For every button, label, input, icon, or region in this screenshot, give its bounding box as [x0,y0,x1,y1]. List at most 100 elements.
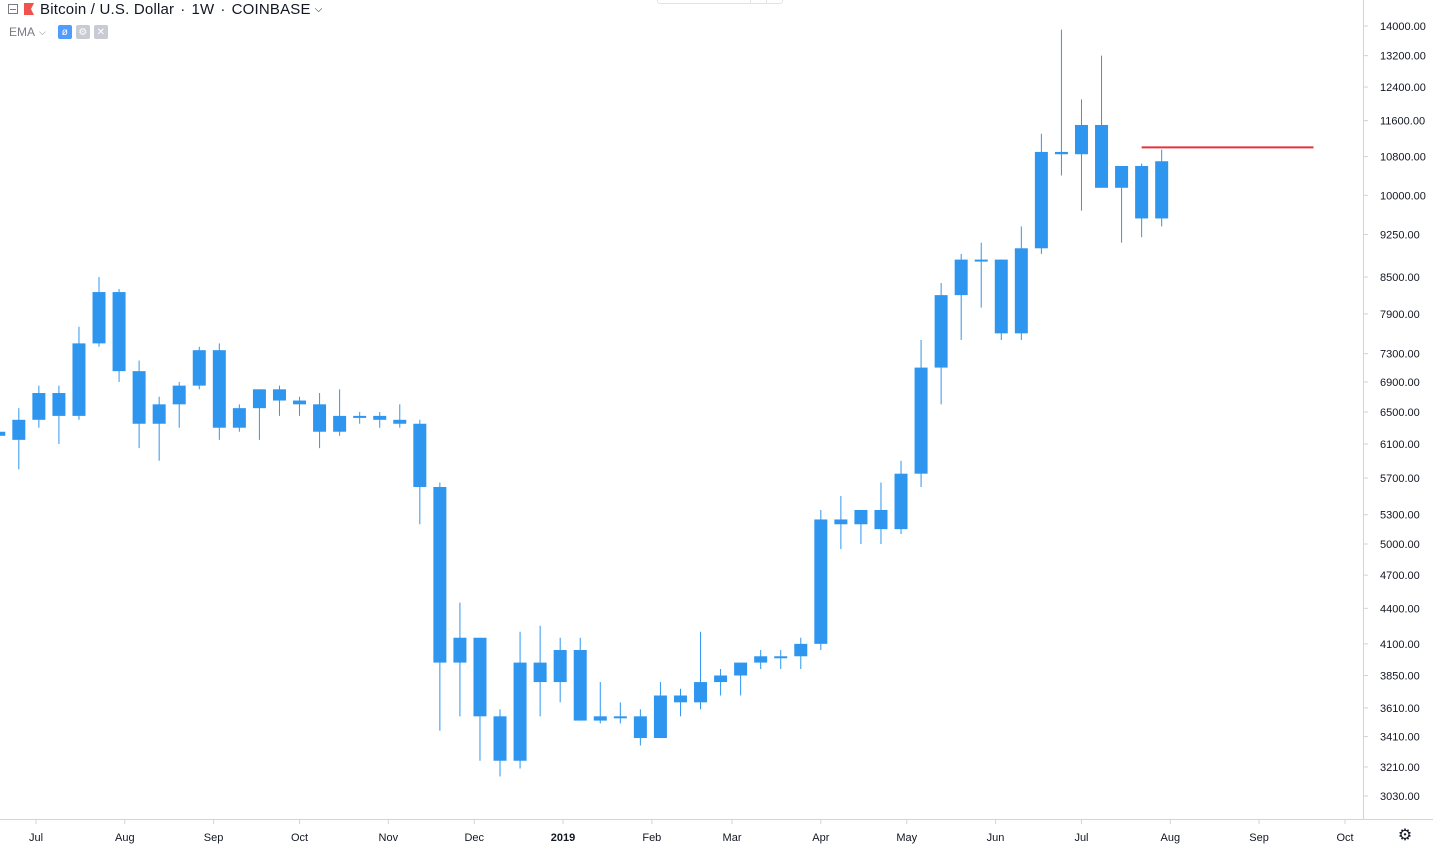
candle [553,637,567,703]
candle [152,396,166,461]
candle-body [653,695,667,739]
candle [1034,133,1048,254]
candle-body [1115,165,1129,188]
settings-icon[interactable]: ⚙ [1397,827,1413,844]
candle [894,460,908,535]
candle-body [92,292,106,344]
time-tick-label: 2019 [551,832,575,844]
price-tick-label: 4400.00 [1380,603,1420,615]
candle [252,389,266,440]
price-tick-label: 3030.00 [1380,791,1420,803]
candle [32,385,46,428]
candle [473,637,487,761]
bitcoin-flag-icon [24,3,34,15]
candle-body [313,404,327,432]
candle-body [934,295,948,368]
top-toolbar-handle[interactable] [657,0,783,4]
time-axis[interactable]: Jul Aug Sep Oct Nov Dec 2019 Feb Mar Apr May Jun Jul… [29,819,1354,844]
candle-body [0,431,6,436]
price-tick-label: 6100.00 [1380,439,1420,451]
time-tick-label: Aug [1160,832,1180,844]
symbol-exchange[interactable]: COINBASE [231,0,311,18]
candle-body [132,371,146,424]
price-tick-label: 8500.00 [1380,272,1420,284]
time-tick-label: Feb [642,832,661,844]
candle-body [1034,151,1048,249]
visibility-icon[interactable]: ø [57,25,72,39]
candle [653,682,667,739]
candle-body [152,404,166,424]
candle [914,340,928,487]
candle [293,396,307,416]
candle-body [834,519,848,525]
candle-body [794,643,808,657]
candle [112,289,126,382]
candle-body [252,389,266,409]
candle [673,688,687,717]
candle [272,385,286,416]
candle [754,650,768,670]
price-tick-label: 6500.00 [1380,407,1420,419]
candle-body [774,656,788,659]
candle-body [673,695,687,703]
chevron-down-icon[interactable]: ⌵ [314,3,323,15]
candle [493,709,507,777]
time-tick-label: Sep [204,832,224,844]
candle-body [954,259,968,296]
collapse-icon[interactable] [8,4,18,14]
candle [192,346,206,390]
price-tick-label: 10800.00 [1380,152,1426,164]
candle [353,412,367,424]
study-legend: EMA ⌵ ø ⚙ ✕ [9,24,108,40]
candle-body [333,415,347,432]
candle [1074,99,1088,211]
remove-icon[interactable]: ✕ [93,25,108,39]
candle [0,431,6,436]
candle [433,482,447,731]
symbol-legend: Bitcoin / U.S. Dollar · 1W · COINBASE ⌵ [8,0,322,18]
candle-body [72,343,86,416]
candle [834,496,848,550]
symbol-name[interactable]: Bitcoin / U.S. Dollar [40,0,175,18]
symbol-interval[interactable]: 1W [191,0,215,18]
candle-body [1155,161,1169,219]
candle-series [0,29,1169,777]
time-tick-label: Mar [723,832,742,844]
candle [373,412,387,428]
candle [232,404,246,432]
price-tick-label: 7900.00 [1380,309,1420,321]
time-tick-label: May [896,832,917,844]
candle-body [814,519,828,644]
candle [954,253,968,341]
time-tick-label: Nov [379,832,399,844]
candle [633,709,647,746]
price-tick-label: 5700.00 [1380,473,1420,485]
candle-body [52,393,66,416]
chevron-down-icon[interactable]: ⌵ [39,26,46,37]
time-tick-label: Oct [1336,832,1353,844]
settings-icon[interactable]: ⚙ [75,25,90,39]
price-tick-label: 14000.00 [1380,21,1426,33]
candle [92,277,106,347]
price-tick-label: 5000.00 [1380,539,1420,551]
candle-body [1074,124,1088,155]
candle-body [533,662,547,683]
candle [714,669,728,696]
candle-body [613,716,627,719]
candle [934,282,948,405]
candle [734,662,748,696]
candle-body [473,637,487,717]
price-tick-label: 3410.00 [1380,732,1420,744]
time-tick-label: Oct [291,832,308,844]
candle-body [553,650,567,683]
candle [794,637,808,670]
price-axis[interactable]: 14000.00 13200.00 12400.00 11600.00 10800.00… [1363,21,1426,803]
price-tick-label: 6900.00 [1380,377,1420,389]
candle-body [894,473,908,530]
candle [72,326,86,420]
time-tick-label: Jun [987,832,1005,844]
candle-body [714,675,728,683]
candle-body [172,385,186,405]
study-name[interactable]: EMA [9,25,36,39]
